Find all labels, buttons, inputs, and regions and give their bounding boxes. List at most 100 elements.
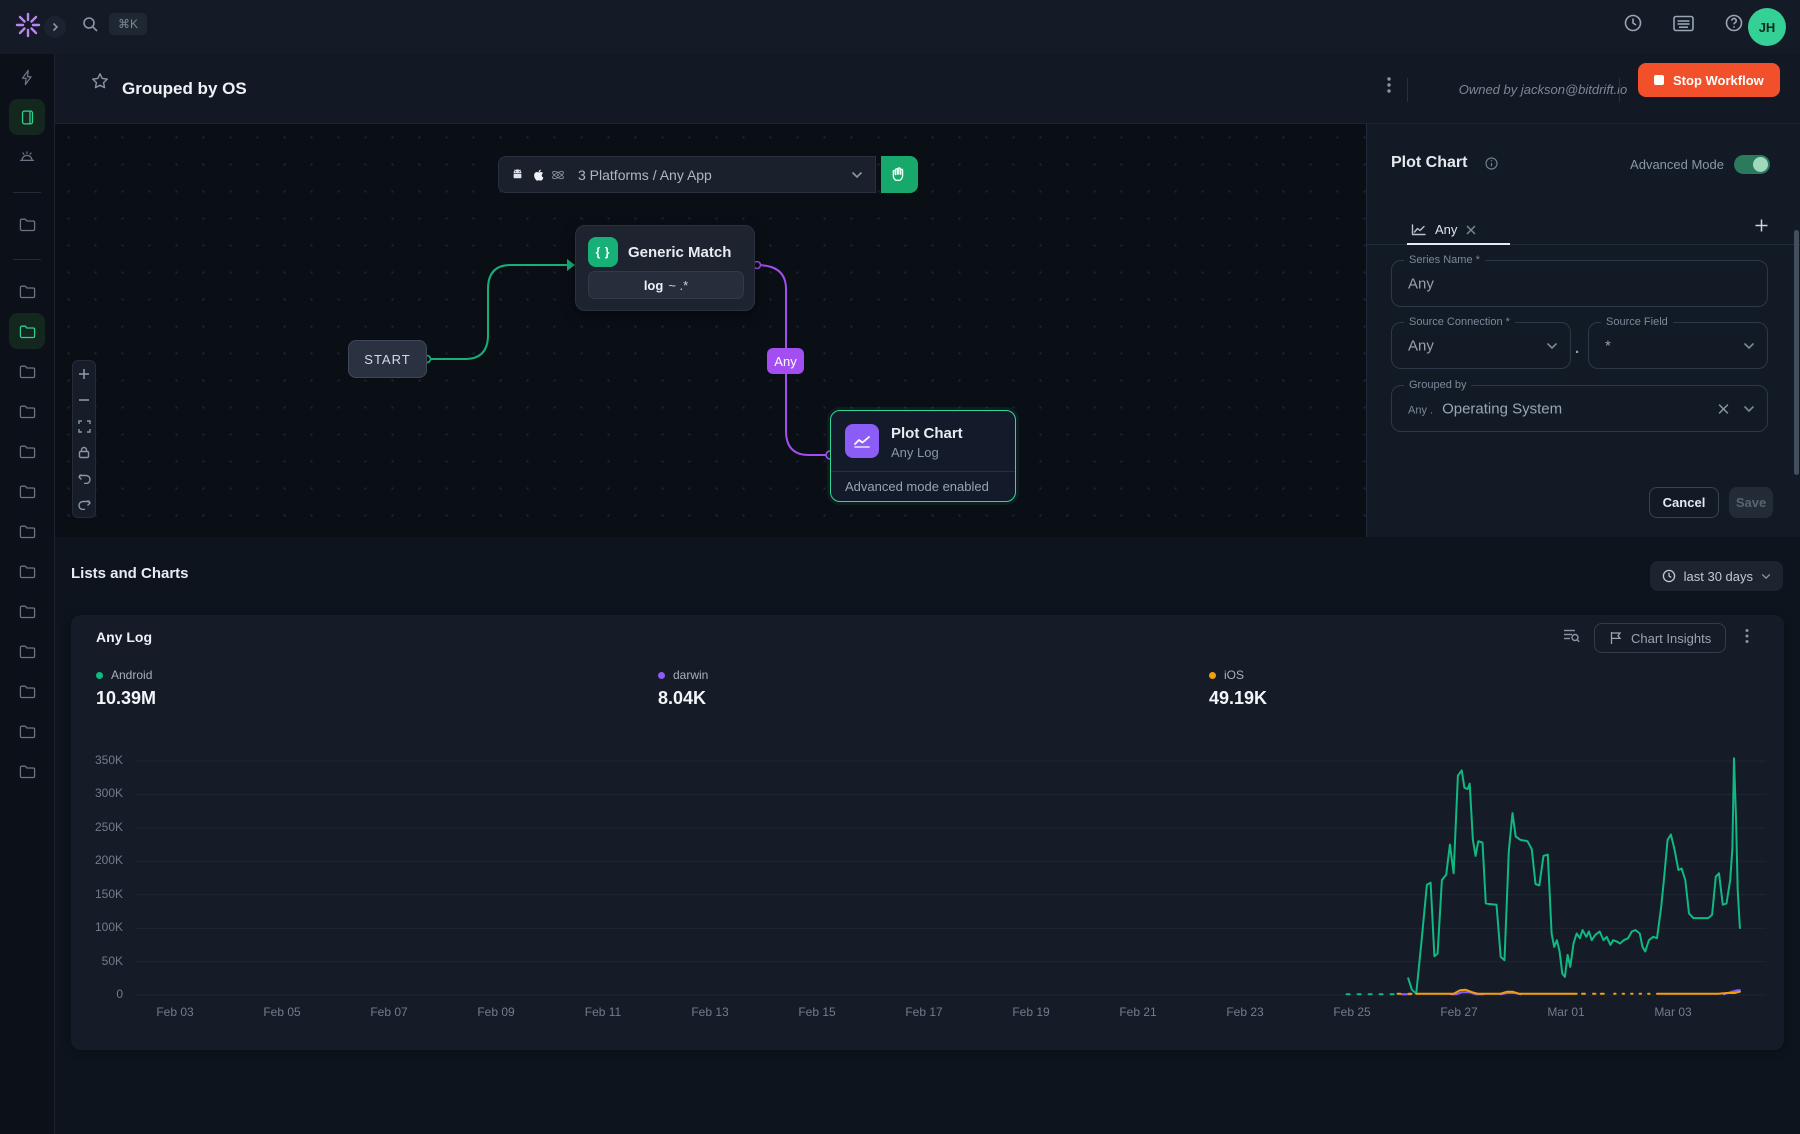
zoom-in-button[interactable] [73, 361, 95, 387]
y-tick-label: 0 [116, 987, 123, 1001]
field-separator: . [1575, 340, 1580, 357]
chevron-down-icon [1743, 342, 1755, 350]
legend-item-iOS[interactable]: iOS 49.19K [1209, 668, 1267, 709]
rail-item-folder-15[interactable] [9, 633, 45, 669]
y-tick-label: 350K [94, 753, 123, 767]
rail-item-folder-4[interactable] [9, 206, 45, 242]
search-icon [82, 16, 99, 33]
sidebar-expand-button[interactable] [44, 16, 66, 38]
braces-icon: { } [588, 237, 618, 267]
rail-item-folder-9[interactable] [9, 393, 45, 429]
close-tab-icon[interactable] [1466, 225, 1476, 235]
scrollbar-thumb[interactable] [1794, 230, 1799, 475]
rail-item-folder-11[interactable] [9, 473, 45, 509]
chevron-down-icon [1546, 342, 1558, 350]
y-tick-label: 200K [94, 853, 123, 868]
save-button[interactable]: Save [1729, 487, 1773, 518]
x-tick-label: Feb 21 [1119, 1005, 1157, 1019]
undo-button[interactable] [73, 465, 95, 491]
rail-item-folder-14[interactable] [9, 593, 45, 629]
x-tick-label: Mar 03 [1654, 1005, 1692, 1019]
node-divider [831, 471, 1015, 472]
x-tick-label: Feb 07 [370, 1005, 408, 1019]
x-tick-label: Feb 09 [477, 1005, 515, 1019]
rail-item-folder-13[interactable] [9, 553, 45, 589]
x-tick-label: Mar 01 [1547, 1005, 1585, 1019]
chart-insights-button[interactable]: Chart Insights [1594, 623, 1727, 653]
source-field-select[interactable]: Source Field * [1588, 316, 1768, 369]
rail-item-folder-12[interactable] [9, 513, 45, 549]
search-shortcut-badge: ⌘K [109, 13, 148, 35]
zoom-out-button[interactable] [73, 387, 95, 413]
rail-item-zap-0[interactable] [9, 59, 45, 95]
grouped-by-value: Operating System [1442, 400, 1563, 417]
lock-interactivity-button[interactable] [73, 439, 95, 465]
avatar[interactable]: JH [1748, 8, 1786, 46]
pause-collection-button[interactable] [881, 156, 918, 193]
legend-total: 49.19K [1209, 688, 1268, 708]
android-icon [511, 168, 524, 181]
rail-item-folder-6[interactable] [9, 273, 45, 309]
workflow-header: Grouped by OS Owned by jackson@bitdrift.… [55, 54, 1800, 124]
legend-total: 8.04K [658, 688, 707, 708]
section-title: Lists and Charts [71, 565, 189, 582]
legend-item-darwin[interactable]: darwin 8.04K [658, 668, 708, 709]
y-tick-label: 300K [94, 786, 123, 801]
history-icon[interactable] [1623, 13, 1643, 33]
rail-item-folder-17[interactable] [9, 713, 45, 749]
owner-label: Owned by jackson@bitdrift.io [1458, 82, 1628, 97]
rail-item-folder-7[interactable] [9, 313, 45, 349]
top-bar: ⌘K JH [0, 0, 1800, 54]
help-icon[interactable] [1724, 13, 1744, 33]
rail-item-alarm-2[interactable] [9, 139, 45, 175]
source-connection-select[interactable]: Source Connection * Any [1391, 316, 1571, 369]
x-tick-label: Feb 15 [798, 1005, 836, 1019]
lists-and-charts-section: Lists and Charts last 30 days Any Log Ch… [55, 537, 1800, 1134]
legend-dot [658, 671, 665, 679]
add-series-button[interactable] [1754, 218, 1769, 233]
chart-card-title: Any Log [96, 629, 152, 645]
canvas-toolbar [72, 360, 96, 518]
legend-item-Android[interactable]: Android 10.39M [96, 668, 156, 709]
fit-view-button[interactable] [73, 413, 95, 439]
rail-item-folder-18[interactable] [9, 753, 45, 789]
plot-chart-title: Plot Chart [891, 425, 963, 442]
search-logs-icon[interactable] [1563, 628, 1580, 643]
match-rule-pill[interactable]: log ~ .* [588, 271, 744, 299]
redo-button[interactable] [73, 491, 95, 517]
grouped-by-select[interactable]: Grouped by Any . Operating System [1391, 379, 1768, 432]
advanced-mode-label: Advanced Mode [1630, 157, 1724, 172]
y-tick-label: 100K [94, 920, 123, 935]
start-node[interactable]: START [348, 340, 427, 378]
series-tab-any[interactable]: Any [1411, 216, 1476, 243]
chart-kebab-menu-icon[interactable] [1745, 628, 1749, 644]
edge-label-any[interactable]: Any [767, 348, 804, 374]
rail-item-device-1[interactable] [9, 99, 45, 135]
workflow-canvas[interactable]: 3 Platforms / Any App START { } Generic … [55, 124, 1366, 537]
x-tick-label: Feb 27 [1440, 1005, 1478, 1019]
series-path-iOS-5 [1656, 990, 1741, 995]
advanced-mode-toggle[interactable] [1734, 155, 1770, 174]
generic-match-node[interactable]: { } Generic Match log ~ .* [575, 225, 755, 311]
header-kebab-menu-icon[interactable] [1387, 76, 1391, 94]
rail-item-folder-8[interactable] [9, 353, 45, 389]
cancel-button[interactable]: Cancel [1649, 487, 1719, 518]
clear-icon[interactable] [1718, 403, 1729, 414]
legend-dot [96, 671, 103, 679]
stop-workflow-button[interactable]: Stop Workflow [1638, 63, 1780, 97]
y-tick-label: 50K [101, 953, 123, 968]
platform-selector[interactable]: 3 Platforms / Any App [498, 156, 876, 193]
rail-item-folder-10[interactable] [9, 433, 45, 469]
info-icon[interactable] [1485, 157, 1498, 170]
legend-dot [1209, 671, 1216, 679]
x-tick-label: Feb 11 [584, 1005, 622, 1019]
global-search[interactable]: ⌘K [82, 13, 148, 35]
rail-item-folder-16[interactable] [9, 673, 45, 709]
plot-chart-node[interactable]: Plot Chart Any Log Advanced mode enabled [830, 410, 1016, 502]
series-name-field[interactable]: Series Name * Any [1391, 254, 1768, 307]
keyboard-shortcuts-icon[interactable] [1673, 15, 1694, 32]
favorite-star-icon[interactable] [91, 72, 109, 90]
y-tick-label: 150K [94, 886, 123, 901]
time-range-selector[interactable]: last 30 days [1649, 561, 1783, 591]
header-divider [1407, 78, 1408, 102]
